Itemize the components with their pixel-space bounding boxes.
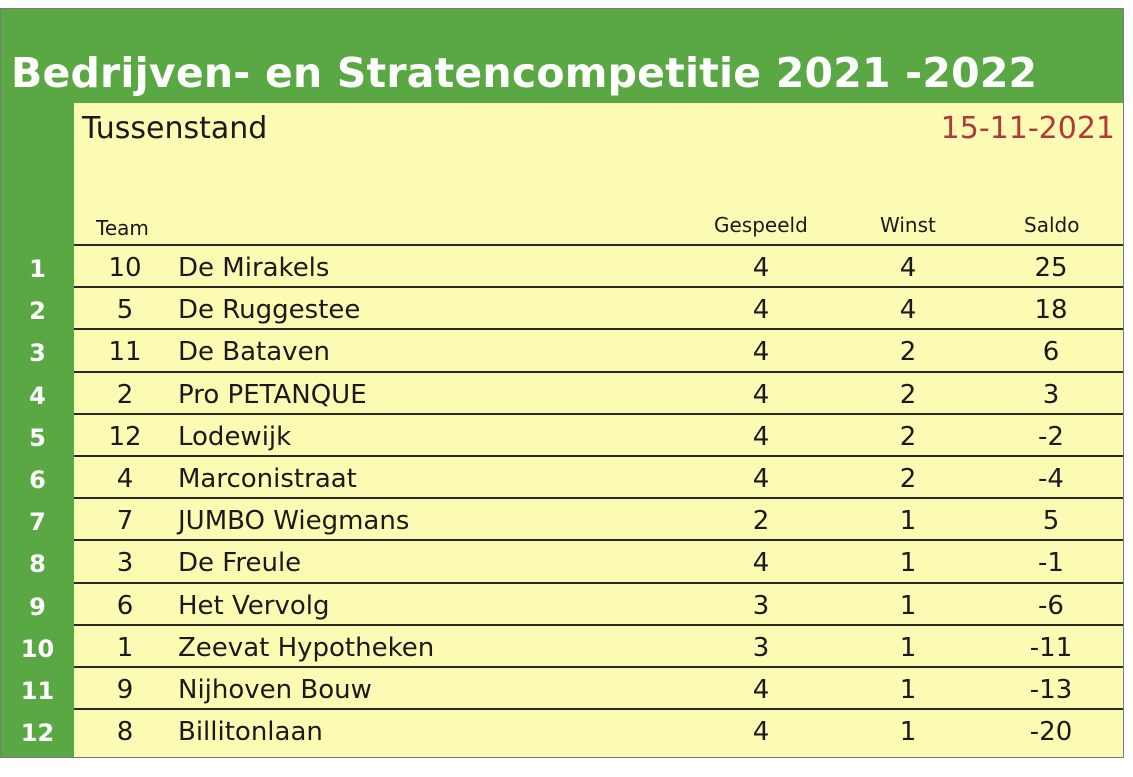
date-label: 15-11-2021: [940, 111, 1115, 146]
saldo-cell: -1: [1038, 548, 1064, 579]
team-number-cell: 9: [116, 674, 134, 705]
saldo-cell: 25: [1034, 253, 1068, 283]
table-row: 12 8 Billitonlaan 4 1 -20: [1, 708, 1123, 750]
team-number-cell: 10: [108, 253, 142, 283]
played-cell: 4: [752, 253, 770, 283]
team-name-cell: Zeevat Hypotheken: [178, 632, 435, 663]
header-team: Team: [96, 216, 149, 240]
team-name-cell: De Ruggestee: [178, 295, 361, 326]
wins-cell: 2: [899, 421, 917, 452]
team-number-cell: 3: [116, 548, 134, 579]
rank-cell: 3: [29, 339, 46, 368]
team-number-cell: 5: [116, 295, 134, 326]
played-cell: 4: [752, 295, 770, 326]
header-wins: Winst: [880, 213, 936, 237]
team-name-cell: Nijhoven Bouw: [178, 674, 372, 705]
saldo-cell: -2: [1038, 421, 1064, 452]
wins-cell: 1: [899, 717, 917, 748]
title-bar: Bedrijven- en Stratencompetitie 2021 -20…: [1, 9, 1123, 103]
rank-cell: 2: [29, 297, 46, 326]
table-row: 9 6 Het Vervolg 3 1 -6: [1, 581, 1123, 624]
rank-cell: 12: [20, 719, 55, 748]
wins-cell: 4: [899, 295, 917, 326]
wins-cell: 4: [899, 253, 917, 283]
header-played: Gespeeld: [714, 213, 808, 237]
team-number-cell: 11: [108, 337, 142, 368]
team-name-cell: JUMBO Wiegmans: [178, 506, 410, 537]
saldo-cell: -11: [1029, 632, 1073, 663]
standings-table: 1 10 De Mirakels 4 4 25 2 5 De Ruggestee 4 4 18 3 11 D…: [1, 244, 1123, 750]
played-cell: 2: [752, 506, 770, 537]
rank-cell: 8: [29, 550, 46, 579]
wins-cell: 1: [899, 506, 917, 537]
team-name-cell: De Bataven: [178, 337, 331, 368]
table-row: 11 9 Nijhoven Bouw 4 1 -13: [1, 665, 1123, 708]
team-name-cell: Pro PETANQUE: [178, 379, 367, 410]
rank-column: [1, 103, 74, 757]
rank-cell: 11: [20, 676, 55, 705]
played-cell: 4: [752, 463, 770, 494]
rank-cell: 7: [29, 508, 46, 537]
saldo-cell: 5: [1042, 506, 1060, 537]
played-cell: 4: [752, 548, 770, 579]
rank-cell: 10: [20, 634, 55, 663]
table-row: 10 1 Zeevat Hypotheken 3 1 -11: [1, 623, 1123, 666]
wins-cell: 1: [899, 548, 917, 579]
wins-cell: 1: [899, 590, 917, 621]
played-cell: 4: [752, 717, 770, 748]
team-name-cell: Marconistraat: [178, 463, 357, 494]
saldo-cell: -13: [1029, 674, 1073, 705]
subtitle: Tussenstand: [82, 111, 268, 146]
wins-cell: 1: [899, 632, 917, 663]
standings-sheet: Bedrijven- en Stratencompetitie 2021 -20…: [0, 8, 1124, 758]
table-row: 7 7 JUMBO Wiegmans 2 1 5: [1, 497, 1123, 539]
played-cell: 4: [752, 337, 770, 368]
team-name-cell: Lodewijk: [178, 421, 292, 452]
page-title: Bedrijven- en Stratencompetitie 2021 -20…: [11, 49, 1038, 97]
table-row: 4 2 Pro PETANQUE 4 2 3: [1, 370, 1123, 413]
wins-cell: 1: [899, 674, 917, 705]
table-row: 6 4 Marconistraat 4 2 -4: [1, 454, 1123, 497]
table-row: 8 3 De Freule 4 1 -1: [1, 539, 1123, 581]
team-name-cell: De Freule: [178, 548, 302, 579]
saldo-cell: -4: [1038, 463, 1064, 494]
table-row: 1 10 De Mirakels 4 4 25: [1, 244, 1123, 286]
team-number-cell: 6: [116, 590, 134, 621]
team-number-cell: 12: [108, 421, 142, 452]
saldo-cell: 18: [1034, 295, 1068, 326]
team-number-cell: 4: [116, 463, 134, 494]
table-row: 2 5 De Ruggestee 4 4 18: [1, 286, 1123, 328]
team-name-cell: Het Vervolg: [178, 590, 330, 621]
played-cell: 4: [752, 421, 770, 452]
played-cell: 4: [752, 379, 770, 410]
played-cell: 3: [752, 632, 770, 663]
played-cell: 3: [752, 590, 770, 621]
wins-cell: 2: [899, 463, 917, 494]
played-cell: 4: [752, 674, 770, 705]
team-number-cell: 1: [116, 632, 134, 663]
table-row: 5 12 Lodewijk 4 2 -2: [1, 412, 1123, 455]
saldo-cell: -6: [1038, 590, 1064, 621]
header-saldo: Saldo: [1024, 213, 1080, 237]
team-name-cell: De Mirakels: [178, 253, 330, 283]
saldo-cell: -20: [1029, 717, 1073, 748]
team-number-cell: 2: [116, 379, 134, 410]
rank-cell: 6: [29, 465, 46, 494]
table-row: 3 11 De Bataven 4 2 6: [1, 328, 1123, 370]
team-number-cell: 8: [116, 717, 134, 748]
wins-cell: 2: [899, 379, 917, 410]
team-number-cell: 7: [116, 506, 134, 537]
team-name-cell: Billitonlaan: [178, 717, 323, 748]
rank-cell: 4: [29, 381, 46, 410]
rank-cell: 9: [29, 592, 46, 621]
rank-cell: 1: [29, 255, 46, 283]
rank-cell: 5: [29, 423, 46, 452]
wins-cell: 2: [899, 337, 917, 368]
saldo-cell: 3: [1042, 379, 1060, 410]
saldo-cell: 6: [1042, 337, 1060, 368]
